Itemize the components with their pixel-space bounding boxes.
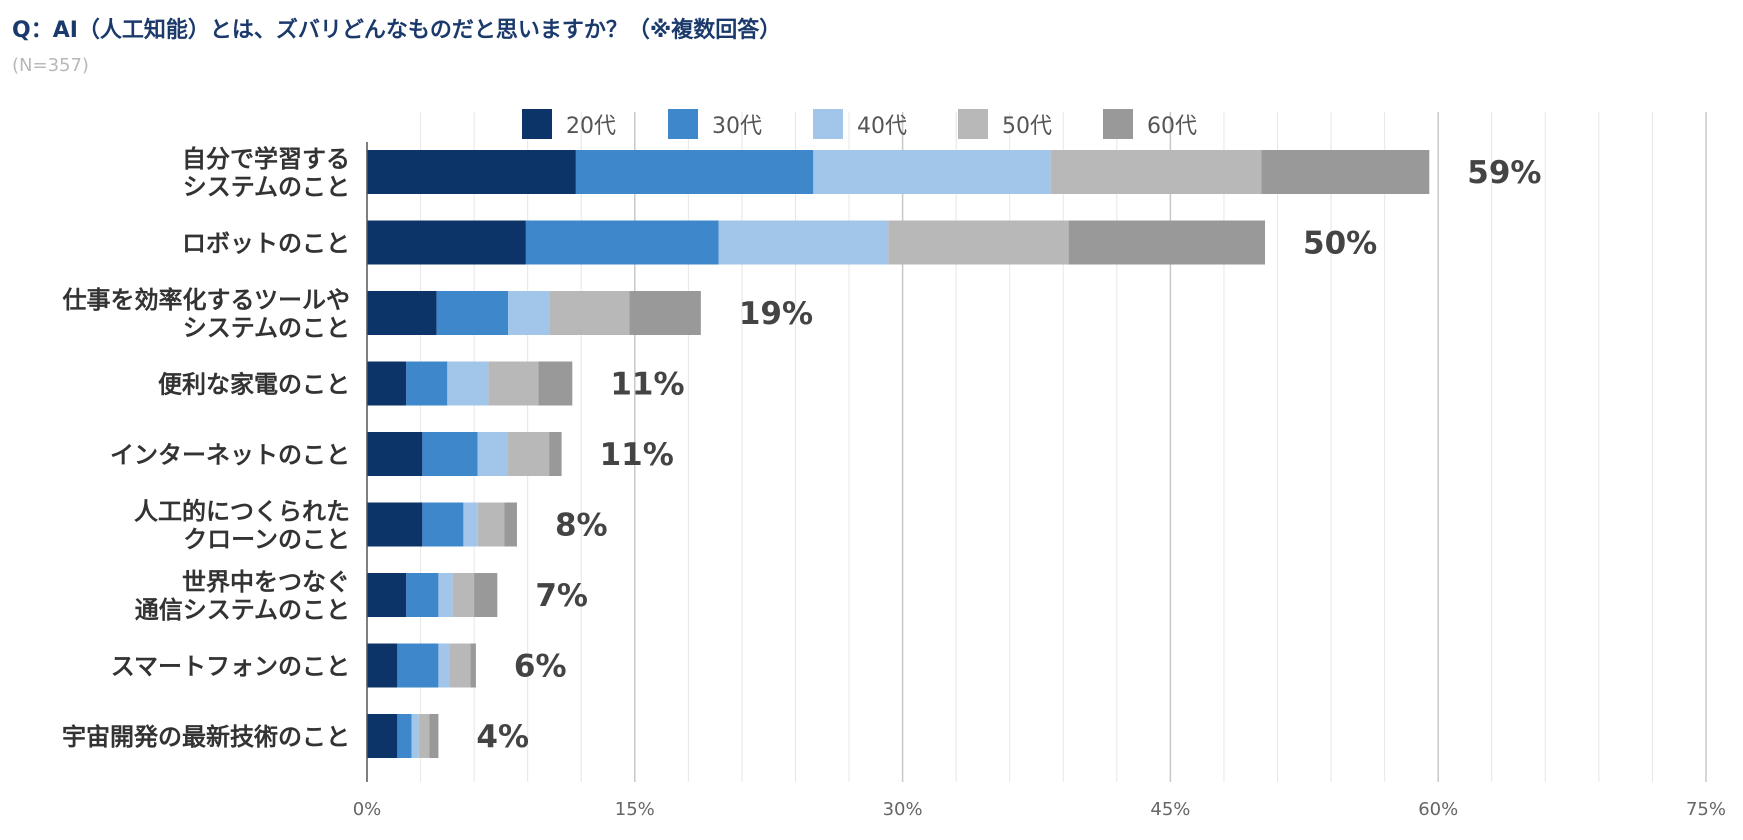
bar-segment-50代 <box>549 291 630 335</box>
bar-segment-20代 <box>367 714 398 758</box>
bar-segment-50代 <box>452 573 475 617</box>
bar-segment-60代 <box>474 573 498 617</box>
bar-segment-40代 <box>718 220 889 265</box>
legend-swatch <box>813 109 843 139</box>
category-label: 宇宙開発の最新技術のこと <box>62 723 350 751</box>
x-tick-label: 15% <box>615 799 655 820</box>
bar-segment-40代 <box>438 573 453 617</box>
bar-segment-40代 <box>463 502 478 547</box>
bar-segment-60代 <box>429 714 439 758</box>
x-tick-label: 30% <box>883 799 923 820</box>
x-tick-label: 60% <box>1418 799 1458 820</box>
legend-swatch <box>958 109 988 139</box>
category-label: システムのこと <box>183 173 350 201</box>
total-label: 59% <box>1467 155 1541 191</box>
total-label: 6% <box>514 649 567 685</box>
bar-segment-30代 <box>406 361 448 406</box>
legend-label: 50代 <box>1002 114 1052 139</box>
bar-segment-30代 <box>397 714 412 758</box>
bar-segment-20代 <box>367 150 576 194</box>
bar-segment-60代 <box>1068 220 1266 265</box>
bar-segment-50代 <box>477 502 505 547</box>
bar-segment-50代 <box>418 714 430 758</box>
bar-segment-20代 <box>367 643 398 688</box>
total-label: 11% <box>610 367 684 403</box>
bar-segment-60代 <box>629 291 701 335</box>
bar-segment-20代 <box>367 220 526 265</box>
total-label: 4% <box>476 719 529 755</box>
bar-segment-50代 <box>888 220 1069 265</box>
category-label: 便利な家電のこと <box>158 371 350 399</box>
chart-subtitle: (N=357) <box>12 55 89 76</box>
legend-swatch <box>1103 109 1133 139</box>
total-label: 7% <box>535 578 588 614</box>
category-label: 仕事を効率化するツールや <box>61 286 350 314</box>
category-label: 通信システムのこと <box>135 596 350 624</box>
legend-label: 20代 <box>566 114 616 139</box>
category-label: 自分で学習する <box>182 145 350 173</box>
bar-segment-40代 <box>508 291 550 335</box>
bar-segment-60代 <box>470 643 476 688</box>
bar-segment-20代 <box>367 502 423 547</box>
bar-segment-30代 <box>436 291 509 335</box>
bar-segment-30代 <box>422 432 478 476</box>
total-label: 50% <box>1303 226 1377 262</box>
category-label: クローンのこと <box>183 526 350 554</box>
bar-segment-20代 <box>367 432 423 476</box>
bar-segment-20代 <box>367 361 407 406</box>
bar-segment-40代 <box>813 150 1051 194</box>
legend-swatch <box>522 109 552 139</box>
total-label: 11% <box>600 437 674 473</box>
x-tick-label: 0% <box>353 799 382 820</box>
x-tick-label: 45% <box>1150 799 1190 820</box>
bar-segment-60代 <box>1261 150 1430 194</box>
legend-label: 40代 <box>857 114 907 139</box>
legend-label: 60代 <box>1147 114 1197 139</box>
bar-segment-30代 <box>525 220 719 265</box>
bar-segment-30代 <box>422 502 464 547</box>
bar-segment-30代 <box>575 150 814 194</box>
bar-segment-50代 <box>1050 150 1262 194</box>
category-label: システムのこと <box>183 314 350 342</box>
bar-segment-30代 <box>397 643 439 688</box>
category-label: 人工的につくられた <box>134 498 350 526</box>
category-label: スマートフォンのこと <box>111 653 350 681</box>
bar-segment-30代 <box>406 573 439 617</box>
bar-segment-50代 <box>508 432 550 476</box>
bar-segment-40代 <box>477 432 509 476</box>
bar-segment-40代 <box>438 643 450 688</box>
total-label: 8% <box>555 508 608 544</box>
total-label: 19% <box>739 296 813 332</box>
x-tick-label: 75% <box>1686 799 1726 820</box>
bar-segment-20代 <box>367 291 437 335</box>
bar-segment-40代 <box>411 714 419 758</box>
category-label: 世界中をつなぐ <box>182 568 350 596</box>
category-label: ロボットのこと <box>182 230 350 258</box>
category-label: インターネットのこと <box>110 441 350 469</box>
bar-segment-40代 <box>447 361 489 406</box>
bar-segment-50代 <box>449 643 471 688</box>
legend-swatch <box>668 109 698 139</box>
bar-segment-60代 <box>538 361 573 406</box>
bar-segment-60代 <box>504 502 517 547</box>
bar-segment-50代 <box>488 361 539 406</box>
bar-segment-60代 <box>549 432 562 476</box>
bar-segment-20代 <box>367 573 407 617</box>
legend-label: 30代 <box>712 114 762 139</box>
chart-title: Q：AI（人工知能）とは、ズバリどんなものだと思いますか？（※複数回答） <box>12 18 782 43</box>
